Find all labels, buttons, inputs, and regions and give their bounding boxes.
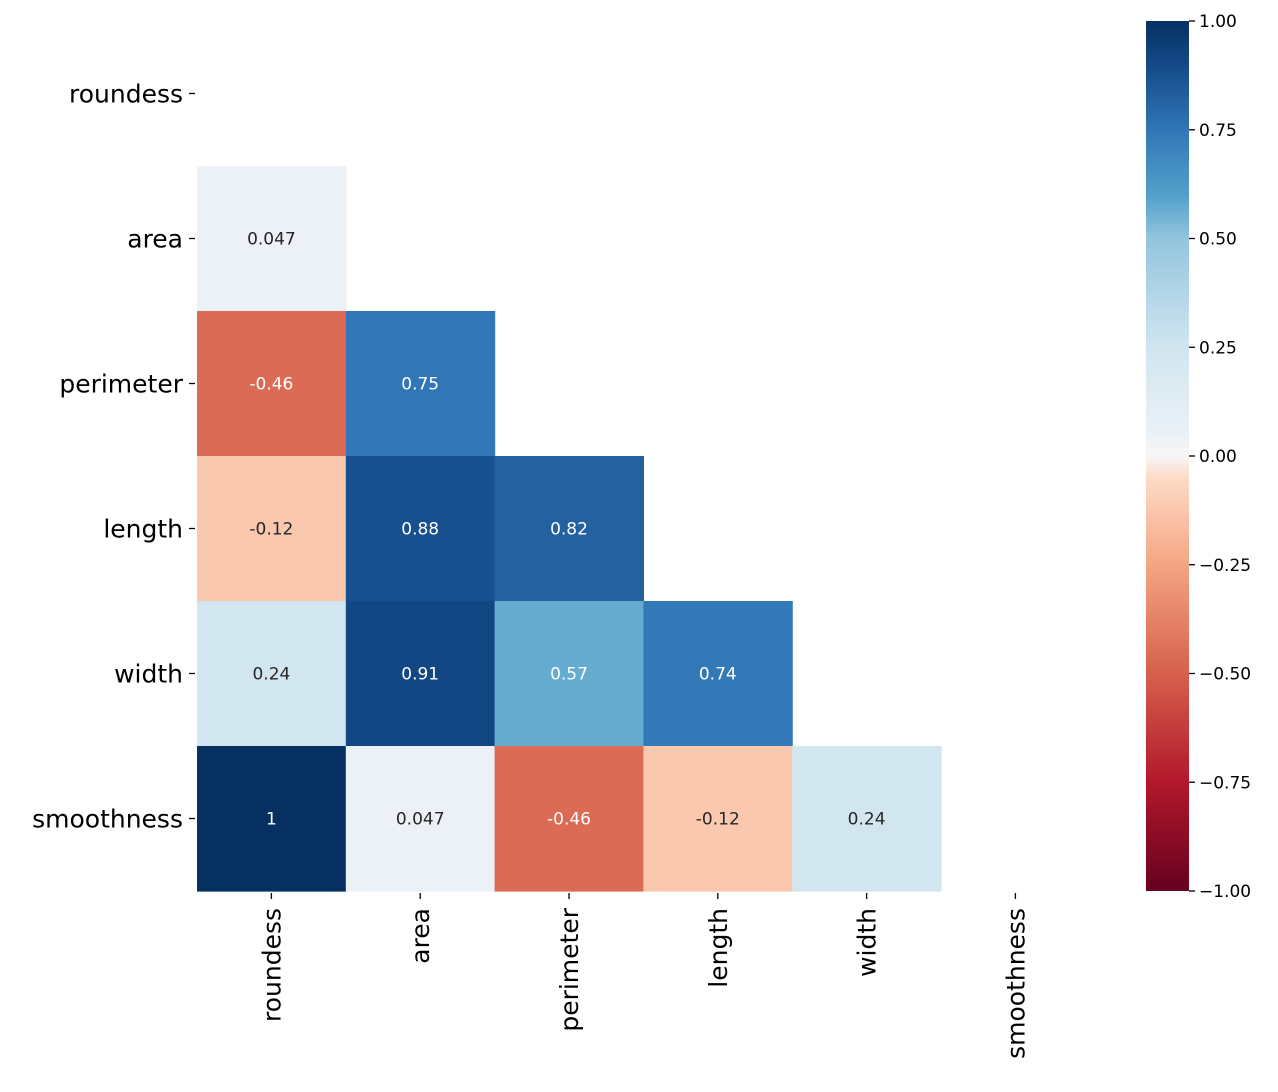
cell-annotation: -0.12 [696,810,740,830]
heatmap-cell-perimeter-area [345,311,496,457]
cell-annotation: 0.75 [401,375,439,395]
heatmap-cell-smoothness-perimeter [494,746,644,892]
cell-annotation: 0.57 [550,665,588,685]
heatmap-cell-length-perimeter [494,456,644,602]
colorbar-tick-label: −0.50 [1199,665,1251,685]
heatmap-cell-width-perimeter [494,601,644,747]
x-tick-label-roundess: roundess [257,908,286,1022]
heatmap-cell-perimeter-roundess [197,311,347,457]
x-tick-label-length: length [704,908,733,988]
cell-annotation: 0.82 [550,520,588,540]
heatmap-cell-smoothness-width [792,746,942,892]
heatmap-cell-smoothness-length [643,746,793,892]
x-tick-label-area: area [406,908,435,964]
heatmap-cell-width-area [345,601,496,747]
x-axis-tick-labels: roundess area perimeter length width smoothne… [257,893,1030,1059]
heatmap-cell-smoothness-roundess [197,746,347,892]
y-tick-label-width: width [114,660,183,689]
cell-annotation: -0.12 [249,520,293,540]
y-tick-label-length: length [103,515,183,544]
y-tick-label-perimeter: perimeter [59,370,183,399]
colorbar-tick-label: 0.75 [1199,121,1237,141]
colorbar-tick-label: 0.50 [1199,230,1237,250]
y-axis-tick-labels: roundess area perimeter length width smoothne… [32,80,195,834]
colorbar-tick-label: 1.00 [1199,12,1237,32]
cell-annotation: 0.24 [252,665,290,685]
y-tick-label-area: area [127,225,183,254]
cell-annotation: 0.047 [247,230,296,250]
x-tick-label-smoothness: smoothness [1001,908,1030,1059]
cell-annotation: 1 [266,810,277,830]
heatmap-cell-area-roundess [197,166,347,312]
heatmap-cell-width-length [643,601,793,747]
cell-annotation: 0.74 [699,665,737,685]
cell-annotation: 0.24 [848,810,886,830]
colorbar-tick-label: −1.00 [1199,882,1251,902]
cell-annotation: 0.047 [396,810,445,830]
cell-annotation: -0.46 [249,375,293,395]
heatmap-cells: 0.047 -0.46 0.75 -0.12 0.88 0.82 0.24 0.91 0.57 0… [197,166,942,892]
colorbar-tick-label: −0.25 [1199,556,1251,576]
y-tick-label-roundess: roundess [69,80,183,109]
heatmap-cell-length-roundess [197,456,347,602]
x-tick-label-perimeter: perimeter [555,907,584,1031]
heatmap-cell-smoothness-area [345,746,496,892]
cell-annotation: -0.46 [547,810,591,830]
heatmap-cell-length-area [345,456,496,602]
colorbar-tick-label: −0.75 [1199,773,1251,793]
cell-annotation: 0.91 [401,665,439,685]
x-tick-label-width: width [853,908,882,977]
y-tick-label-smoothness: smoothness [32,805,183,834]
colorbar-gradient [1146,21,1189,891]
cell-annotation: 0.88 [401,520,439,540]
colorbar: 1.00 0.75 0.50 0.25 0.00 −0.25 −0.50 −0.75 −1.00 [1146,12,1251,902]
colorbar-tick-label: 0.25 [1199,338,1237,358]
colorbar-tick-label: 0.00 [1199,447,1237,467]
heatmap-cell-width-roundess [197,601,347,747]
